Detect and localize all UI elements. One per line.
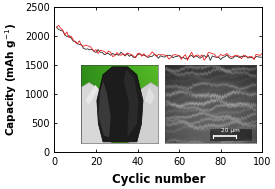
X-axis label: Cyclic number: Cyclic number bbox=[112, 173, 205, 186]
Y-axis label: Capacity (mAh g$^{-1}$): Capacity (mAh g$^{-1}$) bbox=[4, 23, 19, 136]
